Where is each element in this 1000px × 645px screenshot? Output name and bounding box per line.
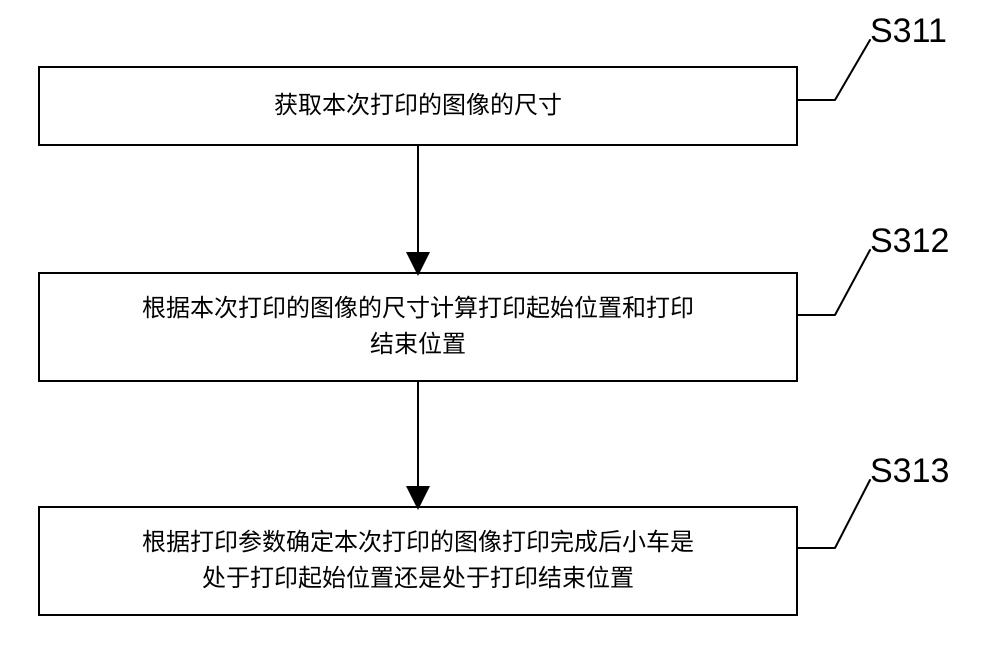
label-callout [798,250,870,315]
flowchart-container: 获取本次打印的图像的尺寸 根据本次打印的图像的尺寸计算打印起始位置和打印结束位置… [0,0,1000,645]
step-2-label: S312 [870,222,949,261]
flowchart-step-2: 根据本次打印的图像的尺寸计算打印起始位置和打印结束位置 [38,272,798,382]
step-3-label: S313 [870,452,949,491]
step-3-text: 根据打印参数确定本次打印的图像打印完成后小车是处于打印起始位置还是处于打印结束位… [142,525,694,597]
step-2-text: 根据本次打印的图像的尺寸计算打印起始位置和打印结束位置 [142,291,694,363]
label-callout [798,480,870,548]
step-1-text: 获取本次打印的图像的尺寸 [274,88,562,124]
flowchart-step-3: 根据打印参数确定本次打印的图像打印完成后小车是处于打印起始位置还是处于打印结束位… [38,506,798,616]
step-1-label: S311 [870,12,947,51]
flowchart-step-1: 获取本次打印的图像的尺寸 [38,66,798,146]
label-callout [798,40,870,100]
